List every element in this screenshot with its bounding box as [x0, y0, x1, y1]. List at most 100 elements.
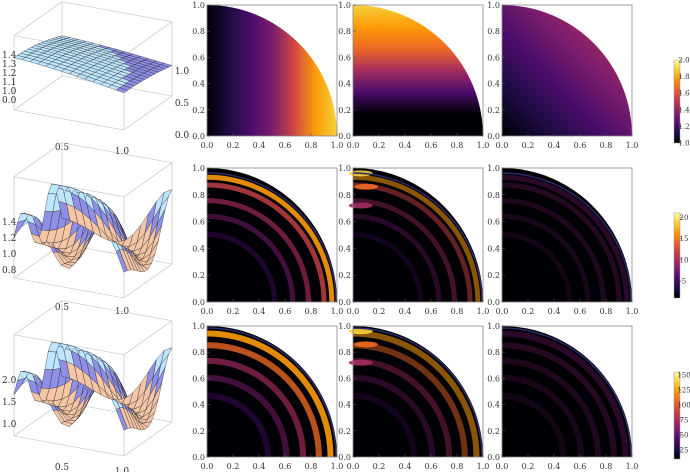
colorbar-tick-label: 20: [680, 214, 689, 222]
x-tick-label: 1.0: [626, 307, 639, 316]
x-tick-label: 0.6: [279, 307, 292, 316]
heatmap-panel-r1-c1: 0.00.0 0.2 0.2 0.4 0.4 0.6 0.6 0.8 0.8 1.0 1.0: [192, 1, 343, 150]
x-tick-label: 1.0: [331, 462, 344, 471]
y-tick-label: 0.8: [487, 348, 500, 357]
y-tick-label: 0.0: [192, 132, 205, 141]
y-tick-label: 0.4: [487, 401, 500, 410]
x-tick-label: 1.0: [331, 141, 344, 150]
x-tick-label: 0.2: [227, 141, 240, 150]
panel-frame: [206, 4, 338, 137]
x-tick-label: 0.0: [347, 141, 360, 150]
z-tick-label: 1.3: [2, 60, 17, 70]
interference-ring: [352, 213, 442, 303]
surface-patch: [13, 220, 26, 237]
colorbar-tick-label: 1.8: [678, 73, 689, 81]
x-tick-label: 0.8: [600, 462, 613, 471]
x-tick-label: 0.2: [522, 141, 535, 150]
y-tick-label: 0.8: [192, 27, 205, 36]
panel-frame: [501, 167, 633, 303]
x-tick-label: 0.6: [574, 462, 587, 471]
bounding-box-edge: [123, 320, 173, 355]
hotspot: [348, 328, 373, 335]
interference-ring: [206, 392, 272, 458]
x-tick-label: 0.6: [425, 462, 438, 471]
boundary-arc: [352, 172, 483, 303]
x-tick-label: 0.8: [305, 307, 318, 316]
colorbar-r1: 2.0 1.8 1.6 1.4 1.2 1.0: [673, 57, 690, 148]
panel-frame: [352, 4, 484, 137]
panel-frame: [352, 325, 484, 458]
colorbar-ramp: [673, 212, 681, 299]
x-tick-label: 0.0: [201, 462, 214, 471]
y-tick-label: 0.2: [338, 106, 351, 115]
y-tick-label: 0.2: [192, 271, 205, 280]
y-tick-label: 0.0: [338, 298, 351, 307]
z-tick-label: 1.4: [2, 51, 17, 61]
interference-ring: [501, 330, 629, 458]
interference-ring: [501, 342, 617, 458]
x-tick-label: 0.6: [279, 141, 292, 150]
interference-ring: [206, 357, 307, 458]
y-tick-label: 0.6: [487, 218, 500, 227]
x-tick-label: 0.6: [279, 462, 292, 471]
interference-ring: [352, 182, 473, 303]
interference-ring: [206, 342, 322, 458]
y-tick-label: 0.0: [487, 298, 500, 307]
bounding-box-edge: [61, 1, 173, 23]
y-tick-label: 0.8: [338, 348, 351, 357]
interference-ring: [206, 330, 334, 458]
y-tick-label: 0.2: [487, 427, 500, 436]
x-tick-label: 1.0: [331, 307, 344, 316]
colorbar-tick-label: 1.2: [678, 123, 689, 131]
panel-frame: [501, 325, 633, 458]
bounding-box-edge: [13, 334, 125, 356]
y-tick-label: 1.0: [192, 322, 205, 331]
heatmap-panel-r3-c2: 0.00.0 0.2 0.2 0.4 0.4 0.6 0.6 0.8 0.8 1.0 1.0: [338, 322, 489, 471]
bounding-box-edge: [13, 142, 63, 177]
y-tick-label: 0.6: [487, 53, 500, 62]
surface-plot-r3: 2.0 1.5 1.0 0.5 1.0: [2, 300, 173, 472]
x-tick-label: 0.2: [522, 462, 535, 471]
x-axis-tick-label: 0.5: [55, 463, 70, 472]
y-tick-label: 1.0: [338, 1, 351, 10]
interference-ring: [352, 374, 436, 458]
heatmap-panel-r1-c2: 0.00.0 0.2 0.2 0.4 0.4 0.6 0.6 0.8 0.8 1.0 1.0: [338, 1, 489, 150]
colorbar-r2: 20 15 10 5: [673, 212, 689, 299]
colorbar-r3: 150 125 100 75 50 25: [673, 371, 690, 460]
y-tick-label: 0.2: [338, 427, 351, 436]
bounding-box-edge: [123, 21, 173, 56]
x-tick-label: 1.0: [626, 141, 639, 150]
heatmap-panel-r2-c3: 0.00.0 0.2 0.2 0.4 0.4 0.6 0.6 0.8 0.8 1.0 1.0: [487, 164, 638, 316]
y-tick-label: 0.2: [192, 427, 205, 436]
heatmap-panel-r3-c1: 0.00.0 0.2 0.2 0.4 0.4 0.6 0.6 0.8 0.8 1.0 1.0: [192, 322, 343, 471]
heatmap-panel-r2-c1: 0.00.0 0.2 0.2 0.4 0.4 0.6 0.6 0.8 0.8 1.0 1.0: [192, 164, 343, 316]
y-tick-label: 1.0: [487, 322, 500, 331]
y-tick-label: 0.6: [338, 218, 351, 227]
surface-patch: [13, 55, 26, 60]
colorbar-ramp: [673, 371, 681, 460]
y-tick-label: 0.6: [192, 53, 205, 62]
y-tick-label: 0.0: [487, 453, 500, 462]
z-tick-label: 0.8: [2, 266, 17, 276]
y-tick-label: 0.0: [192, 298, 205, 307]
x-axis-tick-label: 1.0: [115, 467, 130, 472]
interference-ring: [352, 174, 481, 303]
colorbar-tick-label: 100: [677, 402, 690, 410]
interference-ring: [501, 174, 630, 303]
interference-ring: [352, 231, 424, 303]
interference-ring: [206, 174, 335, 303]
interference-ring: [206, 182, 327, 303]
x-tick-label: 0.0: [201, 307, 214, 316]
colorbar-tick-label: 50: [680, 432, 689, 440]
boundary-arc: [501, 327, 632, 458]
interference-ring: [206, 198, 311, 303]
x-tick-label: 0.4: [253, 141, 266, 150]
interference-ring: [206, 374, 290, 458]
interference-ring: [501, 182, 622, 303]
colorbar-tick-label: 150: [677, 372, 690, 380]
y-tick-label: 0.6: [487, 374, 500, 383]
y-tick-label: 0.4: [338, 80, 351, 89]
interference-ring: [352, 330, 480, 458]
x-tick-label: 1.0: [477, 462, 490, 471]
